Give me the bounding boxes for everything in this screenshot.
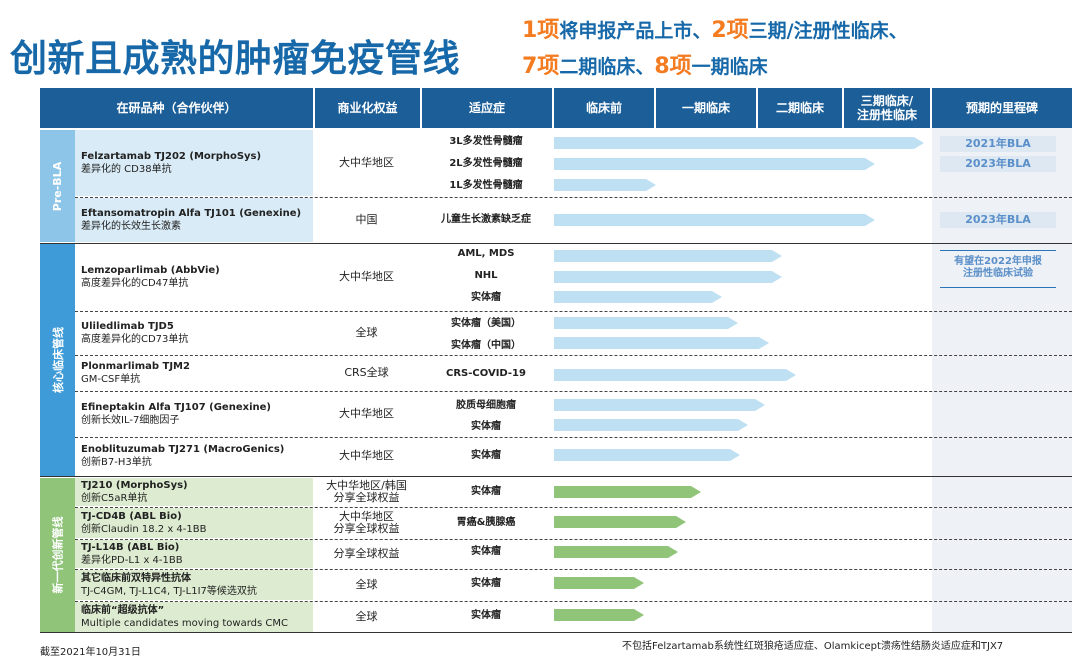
row-divider	[75, 197, 1072, 198]
progress-arrow-aml-mds	[554, 249, 782, 263]
rights-other-bispecifics: 全球	[355, 578, 378, 591]
table-bottom-border	[40, 632, 1072, 633]
row-efineptakin: Efineptakin Alfa TJ107 (Genexine) 创新长效IL-…	[81, 402, 271, 426]
indication-2l-mm: 2L多发性骨髓瘤	[449, 158, 523, 169]
row-super-antibody: 临床前“超级抗体” Multiple candidates moving towa…	[75, 602, 313, 632]
indication-gbm: 胶质母细胞瘤	[456, 400, 516, 411]
indication-solid-tumor: 实体瘤	[471, 292, 501, 303]
row-divider	[75, 569, 1072, 570]
count-listed: 1项	[522, 18, 560, 43]
section-core: 核心临床管线	[40, 244, 75, 476]
page-title: 创新且成熟的肿瘤免疫管线	[10, 37, 460, 80]
row-divider	[75, 539, 1072, 540]
section-pre-bla: Pre-BLA	[40, 130, 75, 242]
indication-gastric-pancreatic: 胃癌&胰腺癌	[456, 517, 516, 528]
indication-pghd: 儿童生长激素缺乏症	[441, 214, 531, 225]
indication-crs-covid: CRS-COVID-19	[446, 368, 526, 379]
progress-arrow-tj-l14b	[554, 545, 678, 559]
row-felzartamab: Felzartamab TJ202 (MorphoSys) 差异化的 CD38单抗	[75, 130, 313, 196]
header-preclinical: 临床前	[554, 88, 654, 128]
rights-uliledlimab: 全球	[355, 326, 378, 339]
row-plonmarlimab: Plonmarlimab TJM2 GM-CSF单抗	[81, 361, 190, 385]
header-indication: 适应症	[422, 88, 552, 128]
row-tj210: TJ210 (MorphoSys) 创新C5aR单抗	[75, 478, 313, 506]
progress-arrow-solid-tumor-tj107	[554, 418, 748, 432]
section-next-gen: 新一代创新管线	[40, 478, 75, 632]
row-divider	[75, 311, 1072, 312]
row-lemzoparlimab: Lemzoparlimab (AbbVie) 高度差异化的CD47单抗	[81, 265, 220, 289]
header-rights: 商业化权益	[315, 88, 420, 128]
rights-lemzoparlimab: 大中华地区	[339, 270, 394, 283]
header-phase2: 二期临床	[758, 88, 842, 128]
progress-arrow-solid-tumor-us	[554, 316, 738, 330]
milestone-felzartamab-2l: 2023年BLA	[940, 156, 1056, 172]
milestone-lemzoparlimab: 有望在2022年申报 注册性临床试验	[954, 256, 1042, 279]
indication-solid-tumor-tj210: 实体瘤	[471, 486, 501, 497]
milestone-eftansomatropin: 2023年BLA	[940, 212, 1056, 228]
indication-3l-mm: 3L多发性骨髓瘤	[449, 136, 523, 147]
progress-arrow-solid-tumor	[554, 290, 722, 304]
progress-arrow-3l-mm	[554, 136, 924, 150]
indication-solid-tumor-cn: 实体瘤（中国）	[451, 340, 521, 351]
progress-arrow-2l-mm	[554, 157, 875, 171]
indication-solid-tumor-super: 实体瘤	[471, 610, 501, 621]
progress-arrow-bispecific	[554, 576, 644, 590]
rights-tj210: 大中华地区/韩国 分享全球权益	[326, 479, 407, 504]
rights-tj-cd4b: 大中华地区 分享全球权益	[333, 510, 400, 535]
rights-eftansomatropin: 中国	[355, 213, 378, 226]
subtitle-line-2: 7项二期临床、8项一期临床	[522, 54, 768, 79]
progress-arrow-gbm	[554, 398, 765, 412]
rights-efineptakin: 大中华地区	[339, 407, 394, 420]
row-other-bispecifics: 其它临床前双特异性抗体 TJ-C4GM, TJ-L1C4, TJ-L1I7等候选双…	[75, 570, 313, 600]
progress-arrow-solid-tumor-tj271	[554, 448, 740, 462]
indication-aml-mds: AML, MDS	[457, 248, 515, 259]
row-tj-cd4b: TJ-CD4B (ABL Bio) 创新Claudin 18.2 x 4-1BB	[75, 508, 313, 538]
row-divider	[75, 355, 1072, 356]
count-phase2: 7项	[522, 54, 560, 79]
progress-arrow-super-antibody	[554, 608, 644, 622]
row-divider	[75, 437, 1072, 438]
indication-nhl: NHL	[474, 270, 498, 281]
milestone-felzartamab-3l: 2021年BLA	[940, 136, 1056, 152]
milestone-divider-bottom	[940, 287, 1056, 288]
milestone-column	[932, 128, 1072, 632]
milestone-divider-top	[940, 250, 1056, 251]
rights-enoblituzumab: 大中华地区	[339, 449, 394, 462]
progress-arrow-crs-covid	[554, 368, 796, 382]
rights-plonmarlimab: CRS全球	[344, 366, 389, 379]
progress-arrow-pghd	[554, 213, 875, 227]
row-divider	[75, 601, 1072, 602]
indication-1l-mm: 1L多发性骨髓瘤	[449, 180, 523, 191]
progress-arrow-nhl	[554, 270, 782, 284]
header-milestone: 预期的里程碑	[932, 88, 1072, 128]
section-divider	[40, 476, 1072, 477]
rights-tj-l14b: 分享全球权益	[333, 547, 400, 560]
row-tj-l14b: TJ-L14B (ABL Bio) 差异化PD-L1 x 4-1BB	[75, 540, 313, 568]
subtitle-line-1: 1项将申报产品上市、2项三期/注册性临床、	[522, 18, 908, 43]
progress-arrow-tj-cd4b	[554, 515, 686, 529]
progress-arrow-solid-tumor-cn	[554, 336, 769, 350]
header-candidate: 在研品种（合作伙伴）	[40, 88, 313, 128]
count-phase3: 2项	[711, 18, 749, 43]
header-phase3: 三期临床/ 注册性临床	[844, 88, 930, 128]
row-eftansomatropin: Eftansomatropin Alfa TJ101 (Genexine) 差异化…	[75, 198, 313, 242]
progress-arrow-1l-mm	[554, 178, 656, 192]
indication-solid-tumor-tj107: 实体瘤	[471, 421, 501, 432]
row-enoblituzumab: Enoblituzumab TJ271 (MacroGenics) 创新B7-H3…	[81, 444, 285, 468]
indication-solid-tumor-bispecific: 实体瘤	[471, 578, 501, 589]
rights-super-antibody: 全球	[355, 610, 378, 623]
indication-solid-tumor-us: 实体瘤（美国）	[451, 318, 521, 329]
row-uliledlimab: Uliledlimab TJD5 高度差异化的CD73单抗	[81, 321, 189, 345]
rights-felzartamab: 大中华地区	[339, 156, 394, 169]
footnote: 不包括Felzartamab系统性红斑狼疮适应症、Olamkicept溃疡性结肠…	[622, 641, 1004, 652]
as-of-date: 截至2021年10月31日	[40, 647, 141, 658]
row-divider	[75, 507, 1072, 508]
progress-arrow-tj210	[554, 485, 701, 499]
indication-solid-tumor-l14b: 实体瘤	[471, 546, 501, 557]
row-divider	[75, 391, 1072, 392]
indication-solid-tumor-tj271: 实体瘤	[471, 450, 501, 461]
count-phase1: 8项	[654, 54, 692, 79]
header-phase1: 一期临床	[656, 88, 756, 128]
section-divider	[40, 243, 1072, 244]
